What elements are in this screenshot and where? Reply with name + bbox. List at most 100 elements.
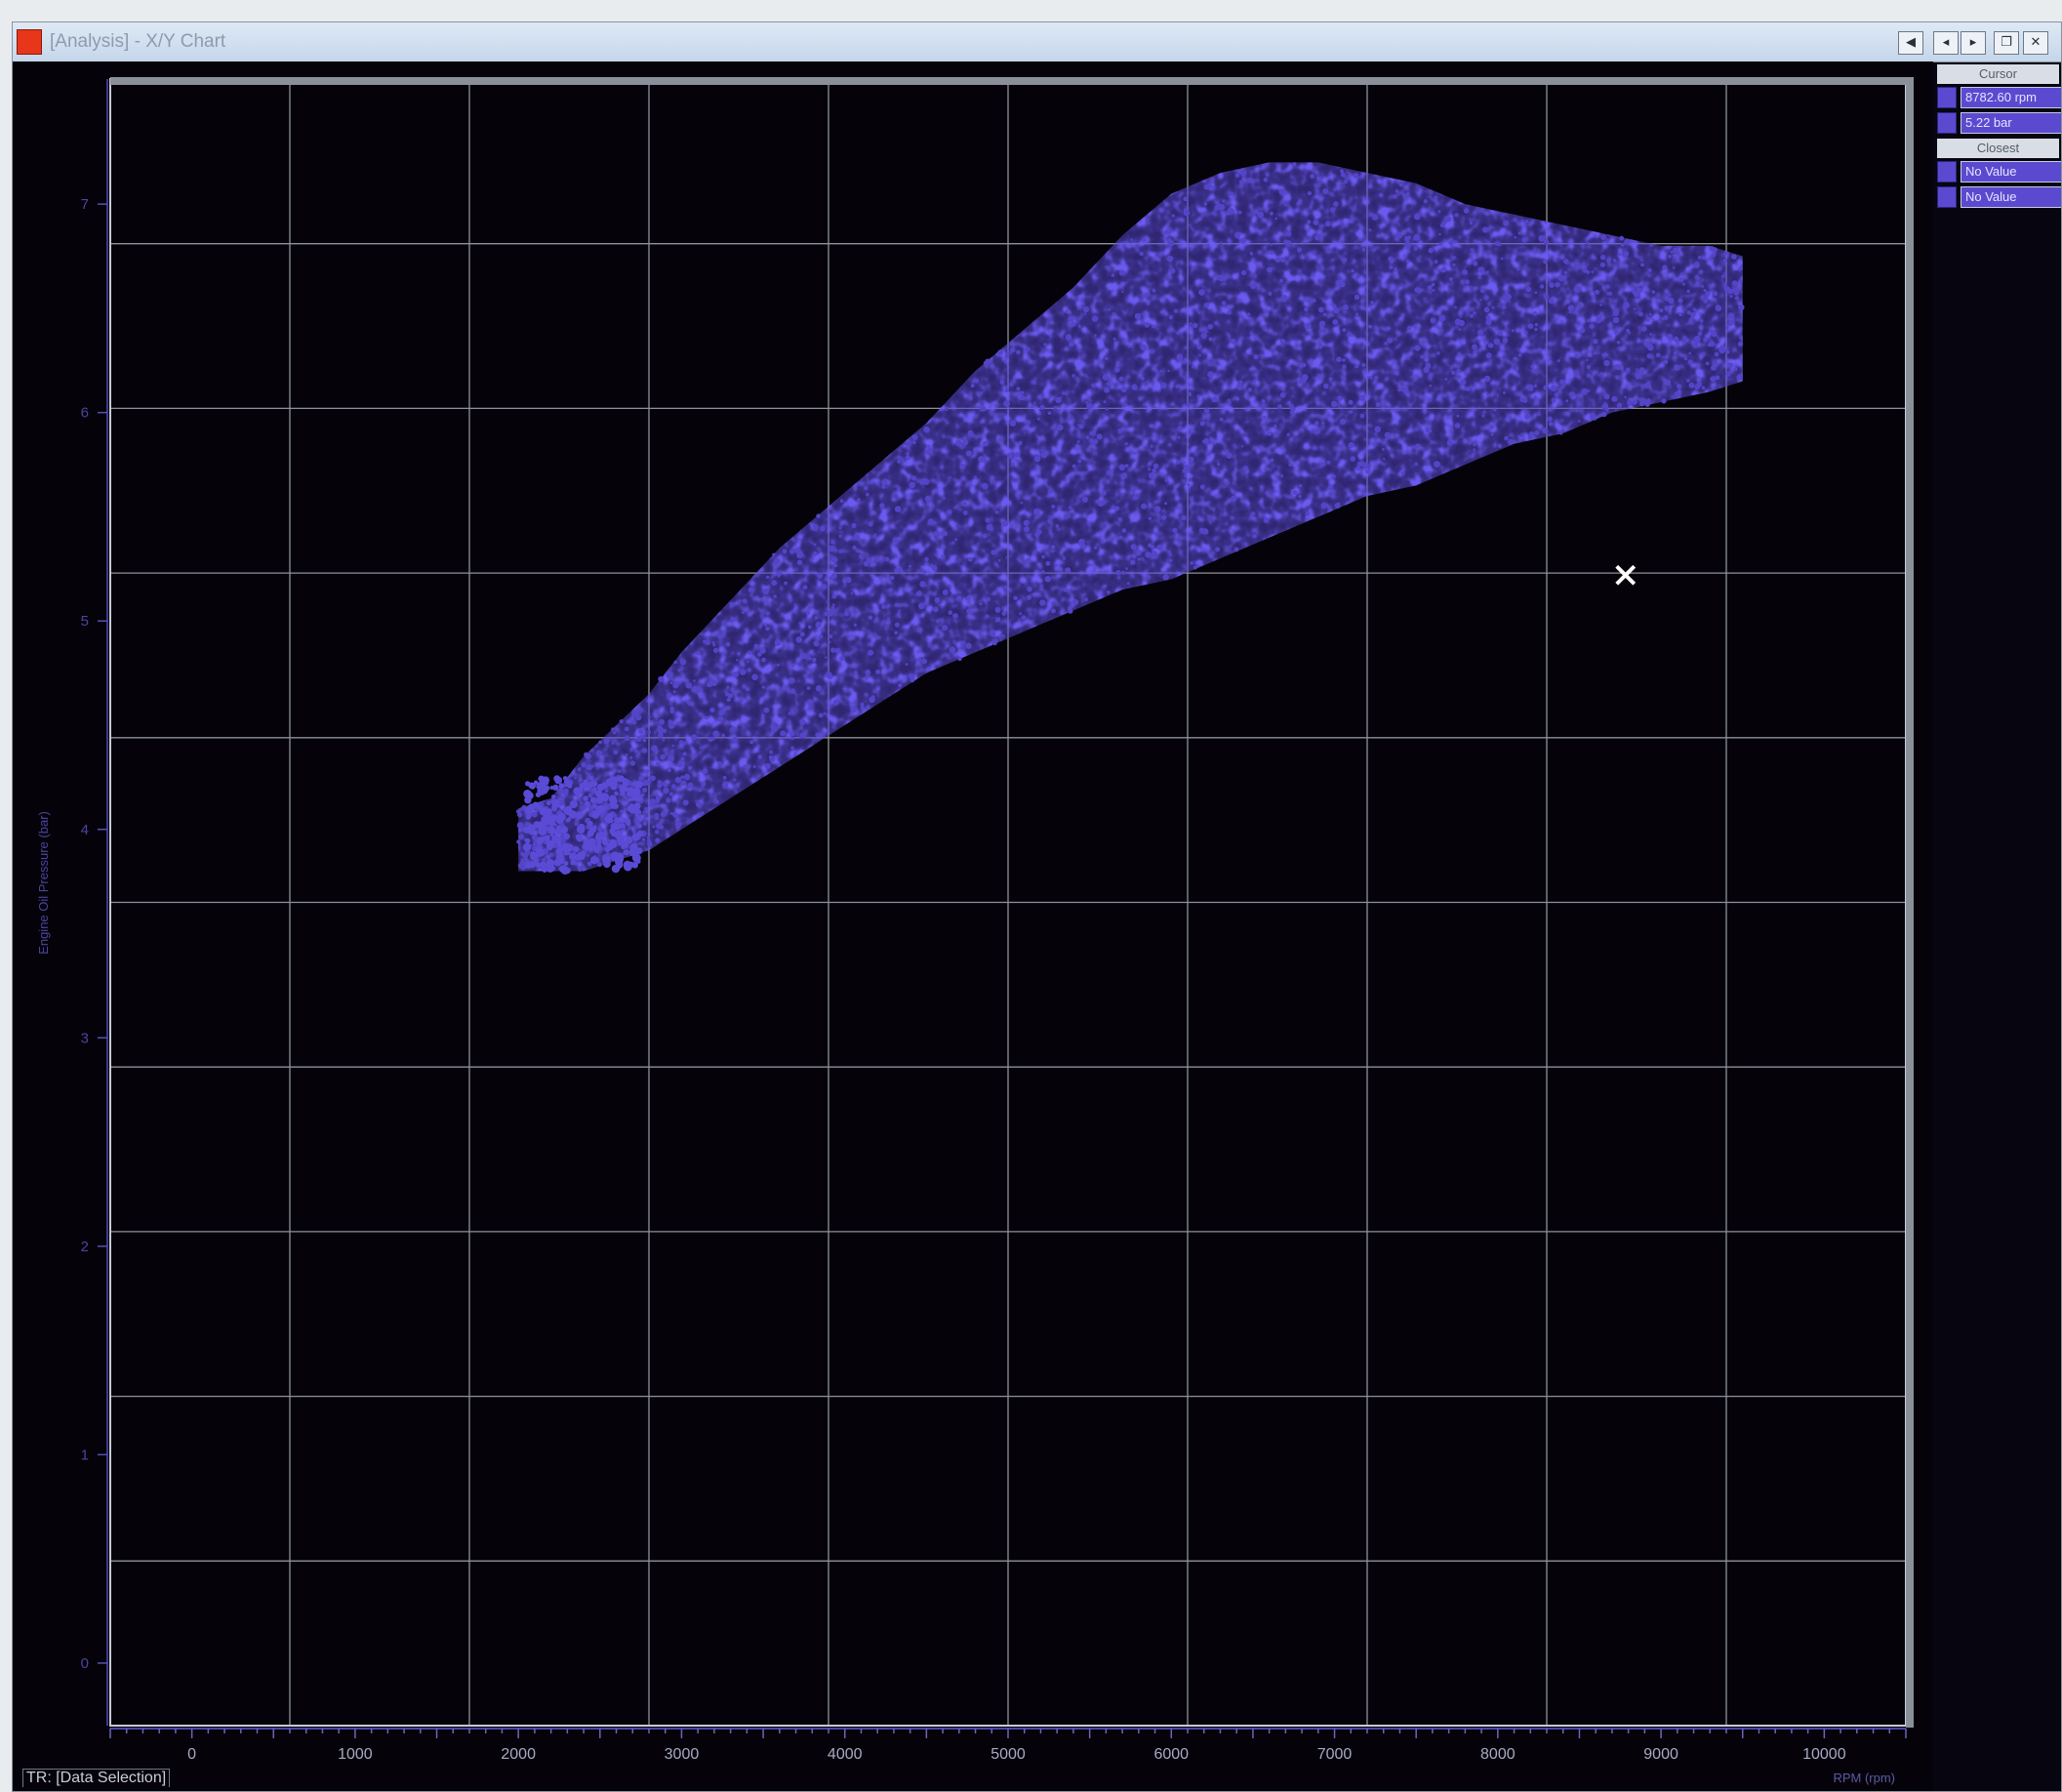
scatter-point	[1003, 359, 1006, 363]
scatter-point	[709, 707, 715, 713]
close-icon[interactable]: ✕	[2023, 31, 2048, 55]
scatter-point	[1094, 334, 1097, 337]
scatter-point	[544, 785, 550, 792]
home-icon[interactable]: ◀	[1898, 31, 1923, 55]
scatter-point	[1606, 258, 1611, 263]
scatter-point	[615, 857, 624, 867]
scatter-point	[1330, 207, 1336, 213]
scatter-point	[830, 556, 837, 563]
scatter-point	[812, 523, 819, 531]
scatter-point	[655, 837, 661, 843]
scatter-point	[1500, 257, 1504, 261]
cursor-marker[interactable]	[1615, 564, 1637, 586]
cursor-x-row: 8782.60 rpm	[1937, 86, 2061, 109]
x-axis: 0 1000 2000 3000 4000 5000 6000 7000 8000 9000 100…	[109, 1728, 1907, 1763]
scatter-point	[1313, 219, 1319, 225]
scatter-point	[1643, 341, 1650, 347]
scatter-point	[596, 804, 606, 814]
series-swatch	[1937, 112, 1957, 134]
scatter-point	[1342, 377, 1347, 382]
scatter-point	[1004, 387, 1009, 393]
scatter-point	[1473, 448, 1476, 451]
scatter-point	[1240, 445, 1244, 448]
scatter-point	[739, 599, 742, 602]
scatter-point	[1453, 256, 1456, 259]
scatter-point	[823, 712, 827, 715]
scatter-point	[1314, 421, 1319, 426]
scatter-point	[974, 379, 980, 384]
scatter-point	[1355, 466, 1361, 471]
scatter-point	[1582, 267, 1588, 273]
scatter-point	[1647, 267, 1652, 273]
scatter-point	[1168, 558, 1173, 563]
scatter-point	[918, 479, 925, 485]
scatter-point	[1600, 234, 1607, 240]
scatter-point	[574, 854, 582, 861]
scatter-point	[1482, 210, 1485, 214]
xy-chart[interactable]: 0 1000 2000 3000 4000 5000 6000 7000 8000 9000 100…	[13, 22, 1933, 1792]
scatter-point	[1021, 615, 1027, 621]
scatter-point	[644, 807, 648, 811]
scatter-point	[761, 657, 766, 663]
scatter-point	[965, 450, 973, 457]
scatter-point	[1267, 266, 1273, 273]
scatter-point	[574, 822, 579, 827]
scatter-point	[828, 640, 831, 644]
scatter-point	[865, 677, 869, 680]
scatter-point	[1031, 380, 1036, 386]
scatter-point	[563, 788, 569, 794]
scatter-point	[1105, 407, 1109, 411]
scatter-point	[1263, 517, 1270, 523]
y-tick-label: 0	[81, 1655, 89, 1672]
scatter-point	[1533, 395, 1537, 399]
scatter-point	[647, 715, 651, 719]
scatter-point	[1626, 399, 1633, 406]
scatter-point	[676, 761, 684, 768]
scatter-point	[1121, 528, 1127, 533]
scatter-point	[525, 781, 531, 787]
scatter-point	[1655, 352, 1661, 358]
scatter-point	[1263, 178, 1269, 183]
scatter-point	[1083, 414, 1087, 418]
scatter-point	[962, 510, 968, 515]
previous-icon[interactable]: ◂	[1933, 31, 1959, 55]
scatter-point	[1340, 172, 1346, 178]
scatter-point	[1130, 238, 1133, 242]
cursor-header: Cursor	[1937, 64, 2059, 84]
scatter-point	[531, 811, 538, 818]
scatter-point	[1502, 337, 1509, 344]
scatter-point	[790, 736, 794, 741]
scatter-point	[1077, 459, 1082, 464]
scatter-point	[668, 792, 673, 796]
next-icon[interactable]: ▸	[1961, 31, 1986, 55]
scatter-point	[1524, 219, 1529, 224]
scatter-point	[1723, 253, 1726, 256]
scatter-point	[884, 556, 890, 562]
scatter-point	[1250, 511, 1256, 516]
scatter-point	[1004, 352, 1010, 357]
series-swatch	[1937, 87, 1957, 108]
scatter-point	[1105, 356, 1109, 360]
scatter-point	[765, 611, 770, 616]
scatter-point	[1279, 278, 1283, 283]
scatter-point	[1353, 173, 1359, 179]
y-tick-label: 2	[81, 1239, 89, 1255]
scatter-point	[1414, 345, 1421, 351]
scatter-point	[1672, 247, 1678, 254]
scatter-point	[1321, 422, 1325, 426]
scatter-point	[1573, 372, 1578, 377]
scatter-point	[542, 867, 547, 874]
scatter-point	[1491, 305, 1495, 309]
data-selection-status[interactable]: TR: [Data Selection]	[22, 1769, 171, 1787]
scatter-point	[1529, 387, 1534, 391]
scatter-point	[517, 823, 523, 829]
scatter-point	[635, 847, 643, 855]
scatter-point	[1525, 286, 1532, 293]
scatter-point	[1181, 514, 1187, 521]
scatter-point	[813, 640, 820, 647]
scatter-point	[580, 865, 585, 870]
scatter-point	[1218, 203, 1226, 211]
restore-icon[interactable]: ❐	[1994, 31, 2019, 55]
scatter-point	[1632, 399, 1637, 405]
scatter-point	[978, 456, 985, 463]
